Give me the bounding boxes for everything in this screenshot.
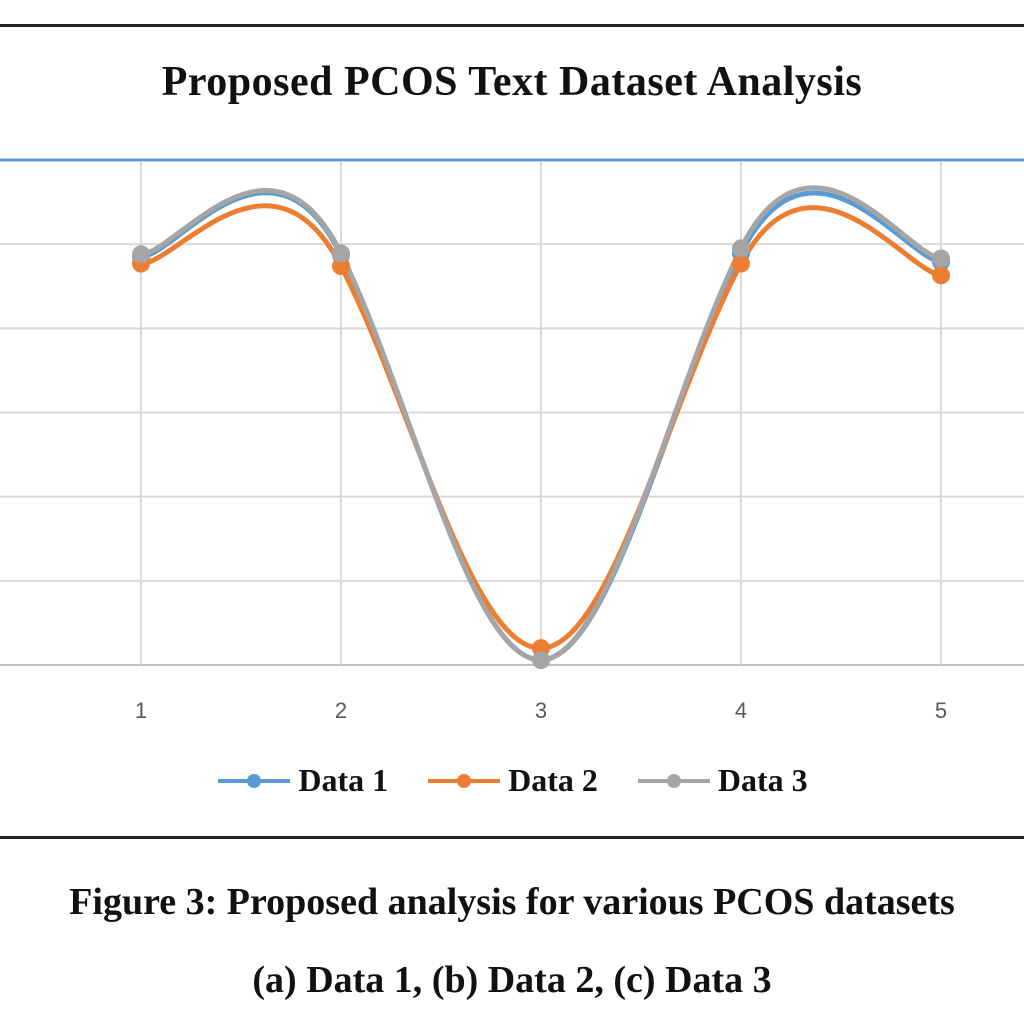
figure-frame [0,24,1024,839]
legend-label: Data 3 [717,762,808,798]
legend-item-data-1: Data 1 [216,762,388,799]
legend-marker-icon [637,773,710,788]
x-tick-label: 5 [935,698,947,723]
data-point-marker [132,245,150,264]
data-point-marker [532,650,550,669]
legend-marker-icon [428,773,501,788]
data-point-marker [932,249,950,268]
x-tick-label: 4 [735,698,747,723]
legend-marker-icon [218,773,291,788]
data-point-marker [332,257,350,276]
legend-label: Data 1 [298,762,389,798]
line-chart-plot: 1 2 3 4 5 [0,158,1024,723]
legend-item-data-2: Data 2 [426,762,598,799]
x-tick-label: 3 [535,698,547,723]
x-tick-label: 2 [335,698,347,723]
legend-item-data-3: Data 3 [636,762,808,799]
data-point-marker [332,244,350,263]
figure-caption: Figure 3: Proposed analysis for various … [69,881,955,923]
data-point-marker [932,266,950,285]
data-point-marker [732,239,750,258]
chart-legend: Data 1 Data 2 Data 3 [0,762,1024,799]
x-tick-label: 1 [135,698,147,723]
legend-label: Data 2 [508,762,598,798]
figure-subcaption: (a) Data 1, (b) Data 2, (c) Data 3 [252,959,772,1001]
chart-title: Proposed PCOS Text Dataset Analysis [161,59,863,105]
data-point-marker [732,254,750,273]
